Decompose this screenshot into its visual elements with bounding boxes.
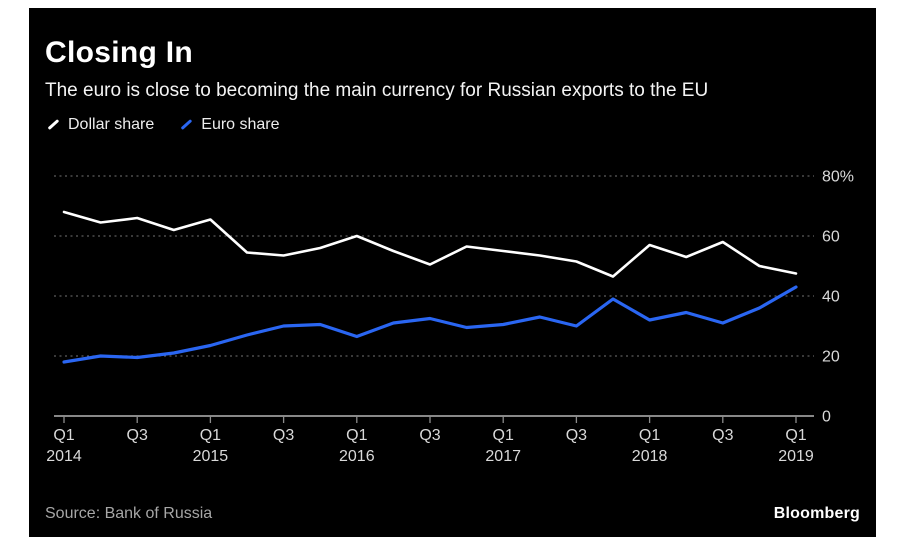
line-chart: 0 20 40 60 80% Q1 2014 Q3 Q1 2015 Q3 Q1 2016 Q3 Q1 2017… xyxy=(46,169,854,465)
svg-text:Q1: Q1 xyxy=(785,427,806,444)
legend-label-euro: Euro share xyxy=(201,116,280,134)
chart-footer: Source: Bank of Russia Bloomberg xyxy=(45,505,860,523)
svg-text:Q3: Q3 xyxy=(419,427,440,444)
svg-text:Q1: Q1 xyxy=(639,427,660,444)
euro-line-swatch xyxy=(180,118,193,130)
svg-text:60: 60 xyxy=(822,229,840,246)
legend-item-dollar-share: Dollar share xyxy=(47,116,154,134)
svg-text:Q3: Q3 xyxy=(273,427,294,444)
svg-text:Q3: Q3 xyxy=(712,427,733,444)
svg-text:Q1: Q1 xyxy=(53,427,74,444)
svg-text:2014: 2014 xyxy=(46,448,82,464)
legend-item-euro-share: Euro share xyxy=(180,116,280,134)
chart-legend: Dollar share Euro share xyxy=(47,116,860,134)
svg-text:2019: 2019 xyxy=(778,448,814,464)
chart-card: Closing In The euro is close to becoming… xyxy=(29,8,876,537)
dollar-line-swatch xyxy=(47,118,60,130)
svg-text:2018: 2018 xyxy=(632,448,668,464)
svg-text:Q3: Q3 xyxy=(127,427,148,444)
chart-subtitle: The euro is close to becoming the main c… xyxy=(45,79,709,101)
svg-text:Q3: Q3 xyxy=(566,427,587,444)
svg-text:20: 20 xyxy=(822,349,840,366)
source-text: Source: Bank of Russia xyxy=(45,505,213,522)
svg-text:2016: 2016 xyxy=(339,448,375,464)
chart-title: Closing In xyxy=(45,36,193,69)
svg-text:Q1: Q1 xyxy=(346,427,367,444)
bloomberg-logo: Bloomberg xyxy=(773,505,860,522)
svg-text:2017: 2017 xyxy=(485,448,521,464)
svg-text:0: 0 xyxy=(822,409,831,426)
svg-text:Q1: Q1 xyxy=(493,427,514,444)
svg-text:Q1: Q1 xyxy=(200,427,221,444)
svg-text:2015: 2015 xyxy=(193,448,229,464)
legend-label-dollar: Dollar share xyxy=(68,116,155,134)
svg-text:80%: 80% xyxy=(822,169,854,186)
svg-text:40: 40 xyxy=(822,289,840,306)
